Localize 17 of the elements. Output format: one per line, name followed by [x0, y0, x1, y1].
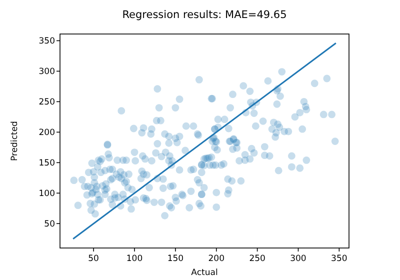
- y-tick-label: 300: [38, 67, 55, 78]
- y-tick-label: 50: [44, 220, 55, 230]
- y-tick-label: 250: [38, 98, 55, 108]
- x-tick-label: 250: [249, 254, 266, 264]
- y-tick-label: 350: [38, 36, 55, 47]
- y-tick-label: 200: [38, 128, 55, 138]
- x-tick-label: 300: [290, 254, 306, 264]
- y-axis-title: Predicted: [10, 121, 20, 161]
- x-tick-label: 200: [208, 254, 224, 264]
- x-tick-label: 100: [126, 254, 143, 264]
- x-tick-label: 150: [167, 254, 184, 264]
- y-tick-label: 150: [38, 158, 55, 169]
- x-axis-title: Actual: [191, 268, 218, 278]
- y-tick-label: 100: [38, 189, 55, 200]
- x-tick-label: 50: [88, 254, 99, 264]
- chart-title: Regression results: MAE=49.65: [122, 9, 287, 21]
- x-tick-label: 350: [331, 254, 348, 264]
